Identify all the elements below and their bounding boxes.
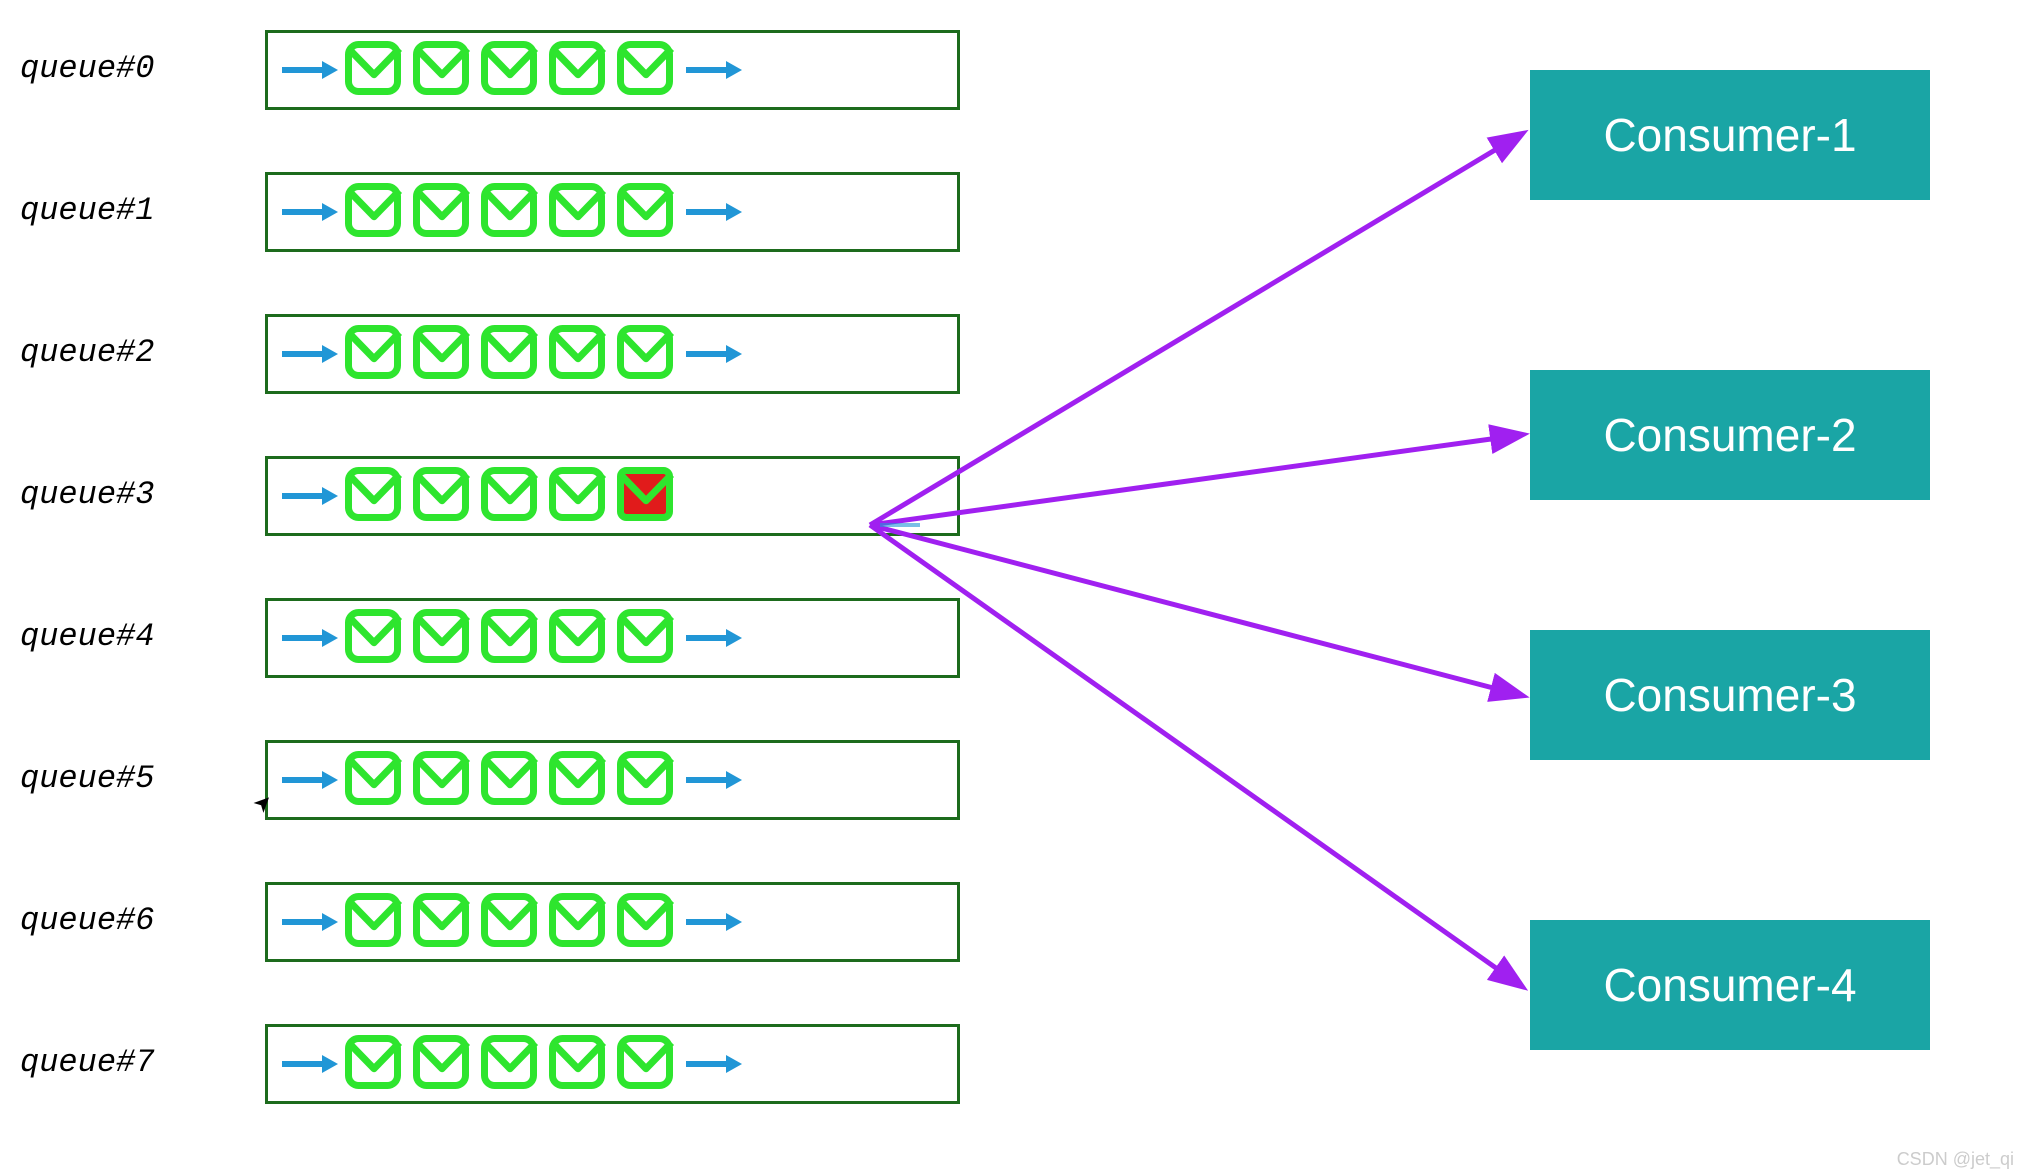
arrow-in-icon	[278, 55, 338, 85]
message-icon	[342, 608, 406, 668]
queue-box	[265, 882, 960, 962]
message-icon	[546, 40, 610, 100]
message-icon	[546, 466, 610, 526]
queue-box	[265, 740, 960, 820]
queue-label: queue#1	[20, 192, 154, 229]
message-icon	[410, 892, 474, 952]
message-icon	[342, 40, 406, 100]
message-bad-icon	[614, 466, 678, 526]
message-icon	[614, 182, 678, 242]
message-icon	[614, 750, 678, 810]
message-icon	[546, 892, 610, 952]
arrow-in-icon	[278, 339, 338, 369]
message-icon	[546, 750, 610, 810]
queue-box	[265, 598, 960, 678]
arrow-in-icon	[278, 481, 338, 511]
message-icon	[410, 750, 474, 810]
message-icon	[410, 324, 474, 384]
message-icon	[478, 892, 542, 952]
message-icon	[614, 1034, 678, 1094]
arrow-in-icon	[278, 1049, 338, 1079]
message-icon	[614, 324, 678, 384]
message-icon	[546, 1034, 610, 1094]
queue-label: queue#4	[20, 618, 154, 655]
queue-box	[265, 172, 960, 252]
arrow-out-icon	[682, 907, 742, 937]
message-icon	[478, 608, 542, 668]
consumer-box: Consumer-1	[1530, 70, 1930, 200]
message-icon	[410, 40, 474, 100]
message-icon	[614, 40, 678, 100]
message-icon	[342, 182, 406, 242]
message-icon	[614, 608, 678, 668]
arrow-out-icon	[682, 623, 742, 653]
message-icon	[342, 466, 406, 526]
queue-label: queue#0	[20, 50, 154, 87]
queue-label: queue#3	[20, 476, 154, 513]
message-icon	[478, 750, 542, 810]
queue-label: queue#5	[20, 760, 154, 797]
arrow-out-icon	[682, 197, 742, 227]
arrow-out-icon	[682, 765, 742, 795]
message-icon	[478, 324, 542, 384]
queue-label: queue#2	[20, 334, 154, 371]
message-icon	[410, 466, 474, 526]
watermark: CSDN @jet_qi	[1897, 1149, 2014, 1170]
arrow-out-icon	[682, 1049, 742, 1079]
message-icon	[478, 466, 542, 526]
arrow-out-icon	[682, 339, 742, 369]
arrow-in-icon	[278, 907, 338, 937]
queue-box	[265, 456, 960, 536]
message-icon	[342, 892, 406, 952]
arrow-in-icon	[278, 623, 338, 653]
queue-box	[265, 1024, 960, 1104]
queue-label: queue#6	[20, 902, 154, 939]
message-icon	[478, 40, 542, 100]
message-icon	[342, 1034, 406, 1094]
message-icon	[342, 324, 406, 384]
consumer-box: Consumer-3	[1530, 630, 1930, 760]
message-icon	[410, 608, 474, 668]
message-icon	[410, 1034, 474, 1094]
consumer-box: Consumer-4	[1530, 920, 1930, 1050]
queue-label: queue#7	[20, 1044, 154, 1081]
message-icon	[614, 892, 678, 952]
message-icon	[342, 750, 406, 810]
message-icon	[478, 182, 542, 242]
message-icon	[478, 1034, 542, 1094]
message-icon	[410, 182, 474, 242]
queue-box	[265, 314, 960, 394]
message-icon	[546, 324, 610, 384]
message-icon	[546, 182, 610, 242]
arrow-in-icon	[278, 765, 338, 795]
queue-box	[265, 30, 960, 110]
consumer-box: Consumer-2	[1530, 370, 1930, 500]
message-icon	[546, 608, 610, 668]
arrow-in-icon	[278, 197, 338, 227]
arrow-out-icon	[682, 55, 742, 85]
